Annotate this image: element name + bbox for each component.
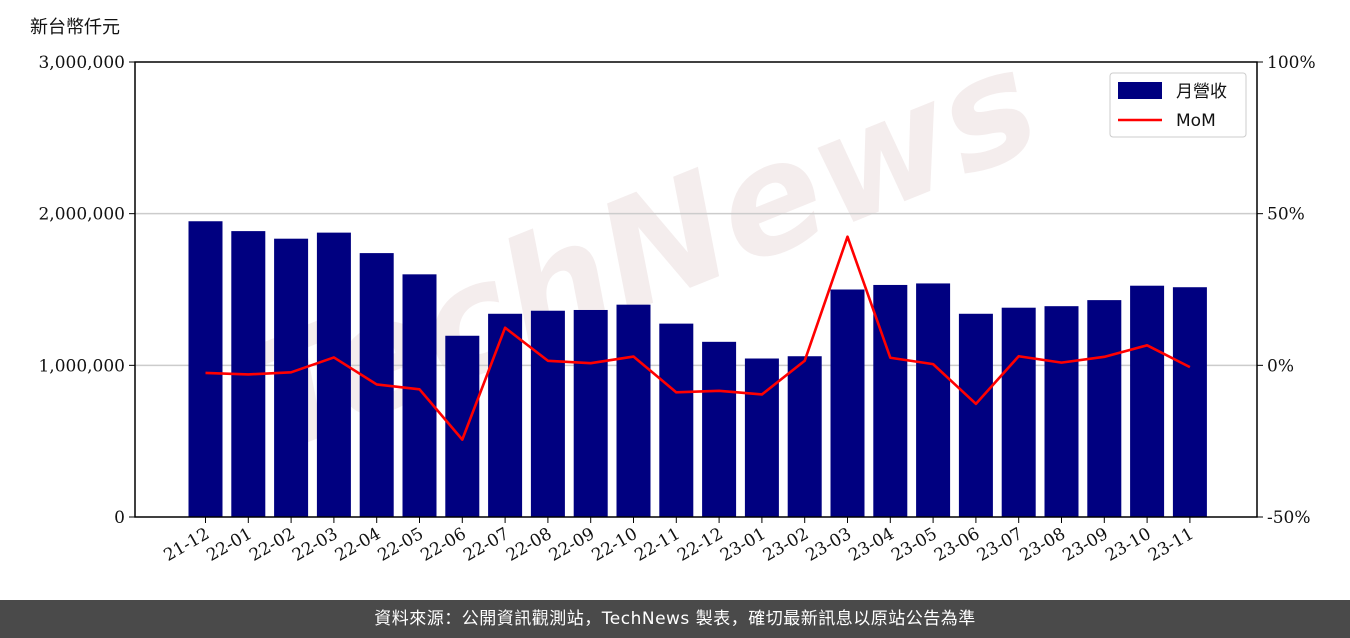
x-tick-label: 22-12 <box>674 524 726 566</box>
x-tick-label: 23-04 <box>845 524 897 566</box>
bar <box>573 309 608 517</box>
bar <box>958 313 993 517</box>
x-tick-label: 23-02 <box>760 524 812 566</box>
bar <box>830 289 865 517</box>
right-tick-label: 50% <box>1267 205 1305 225</box>
legend-swatch-bars <box>1118 82 1162 99</box>
bar <box>787 356 822 517</box>
source-footer: 資料來源：公開資訊觀測站，TechNews 製表，確切最新訊息以原站公告為準 <box>0 600 1350 638</box>
x-tick-label: 23-03 <box>803 524 855 566</box>
y-unit-label: 新台幣仟元 <box>30 17 120 38</box>
x-tick-label: 22-08 <box>503 524 555 566</box>
bar <box>702 341 737 517</box>
bar <box>873 284 908 517</box>
x-tick-label: 23-08 <box>1017 524 1069 566</box>
x-tick-label: 22-10 <box>589 524 641 566</box>
right-tick-label: 0% <box>1267 356 1294 376</box>
bar <box>659 323 694 517</box>
plot-frame <box>134 61 1258 518</box>
legend-label-bars: 月營收 <box>1176 82 1227 102</box>
x-tick-label: 23-07 <box>974 524 1026 566</box>
x-tick-label: 22-01 <box>203 524 255 566</box>
x-tick-label: 23-05 <box>888 524 940 566</box>
right-tick-label: 100% <box>1267 53 1316 73</box>
chart-area: TechNews 0 1,000,000 2,000,000 3,000,000 -50%… <box>30 16 1316 566</box>
left-tick-label: 2,000,000 <box>38 205 125 225</box>
x-tick-label: 22-11 <box>631 524 683 566</box>
x-tick-label: 23-11 <box>1145 524 1197 566</box>
bar <box>744 358 779 517</box>
mom-line <box>205 235 1191 441</box>
x-tick-label: 22-07 <box>460 524 512 566</box>
left-tick-label: 1,000,000 <box>38 356 125 376</box>
bar <box>488 313 523 517</box>
x-tick-label: 23-09 <box>1059 524 1111 566</box>
bar <box>1087 300 1122 517</box>
x-tick-label: 22-06 <box>417 524 469 566</box>
legend-label-line: MoM <box>1176 111 1216 131</box>
right-tick-label: -50% <box>1267 508 1311 528</box>
bar <box>530 310 565 517</box>
x-tick-label: 21-12 <box>161 524 213 566</box>
x-tick-label: 23-06 <box>931 524 983 566</box>
x-tick-label: 22-03 <box>289 524 341 566</box>
bar <box>1172 287 1207 517</box>
x-tick-label: 22-09 <box>546 524 598 566</box>
revenue-chart: TechNews01,000,0002,000,0003,000,000-50%… <box>30 16 1316 566</box>
left-tick-label: 3,000,000 <box>38 53 125 73</box>
bar <box>916 283 951 517</box>
bar <box>1044 306 1079 517</box>
bar <box>274 238 309 518</box>
bar <box>1130 285 1165 517</box>
bar <box>188 221 223 517</box>
x-tick-label: 22-05 <box>375 524 427 566</box>
bar <box>316 232 351 517</box>
x-tick-label: 23-01 <box>717 524 769 566</box>
bar <box>402 274 437 517</box>
left-tick-label: 0 <box>114 508 125 528</box>
bar <box>616 304 651 517</box>
x-tick-label: 22-02 <box>246 524 298 566</box>
bar <box>1001 307 1036 517</box>
x-tick-label: 22-04 <box>332 524 384 566</box>
x-tick-label: 23-10 <box>1102 524 1154 566</box>
